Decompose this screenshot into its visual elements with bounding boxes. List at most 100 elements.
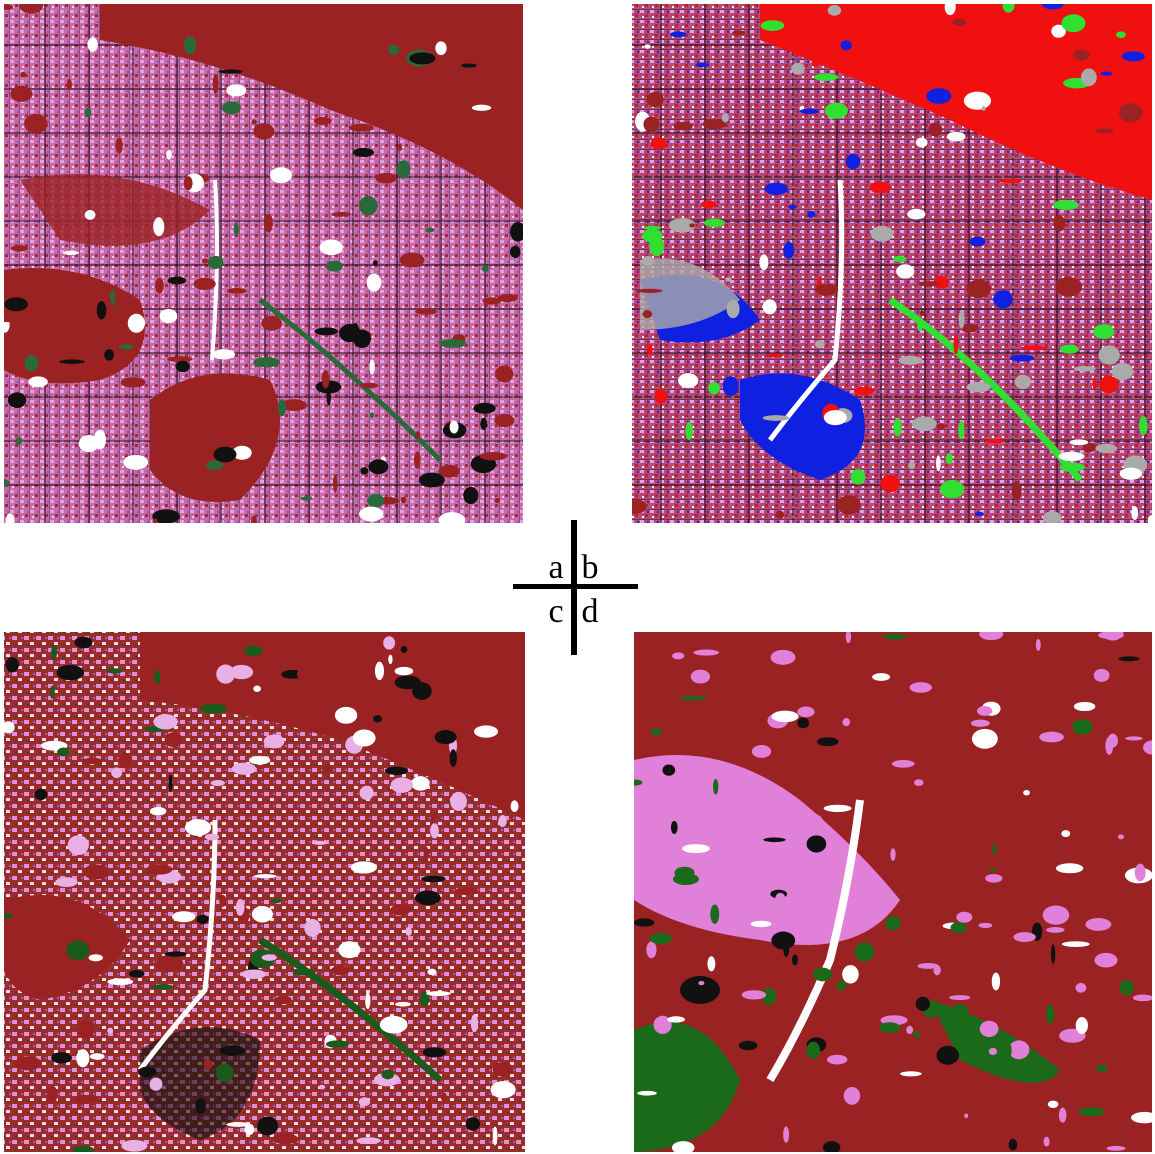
blob <box>232 763 256 775</box>
blob <box>15 437 22 445</box>
blob <box>651 728 662 735</box>
blob <box>471 1014 478 1032</box>
blob <box>409 52 435 64</box>
blob <box>654 389 667 404</box>
blob <box>643 226 661 230</box>
blob <box>846 154 861 169</box>
blob <box>439 339 466 348</box>
blob <box>395 675 422 689</box>
blob <box>381 1070 393 1080</box>
blob <box>107 668 123 673</box>
blob <box>335 707 357 724</box>
blob <box>1094 953 1117 968</box>
blob <box>698 981 704 985</box>
blob <box>783 1126 789 1143</box>
blob <box>1060 463 1085 472</box>
blob <box>1131 506 1138 520</box>
blob <box>946 453 953 464</box>
blob <box>119 344 133 349</box>
blob <box>236 899 245 916</box>
blob <box>89 954 103 961</box>
blob <box>461 64 477 68</box>
blob <box>63 251 79 255</box>
blob <box>644 44 650 48</box>
blob <box>212 349 235 359</box>
blob <box>153 518 158 524</box>
blob <box>1036 639 1041 651</box>
blob <box>765 183 788 195</box>
blob <box>200 704 227 714</box>
blob <box>73 1146 94 1154</box>
blob <box>964 92 991 110</box>
blob <box>241 970 266 979</box>
blob <box>1112 363 1134 380</box>
blob <box>646 941 656 958</box>
blob <box>439 465 460 478</box>
blob <box>966 382 990 392</box>
blob <box>253 357 280 367</box>
blob <box>375 173 396 184</box>
blob <box>195 1098 206 1114</box>
blob <box>50 686 55 699</box>
blob <box>1108 734 1118 748</box>
blob <box>890 848 895 861</box>
blob <box>213 447 236 463</box>
blob <box>1051 944 1055 964</box>
blob <box>48 902 67 908</box>
blob <box>846 630 851 643</box>
blob <box>421 876 445 882</box>
blob <box>947 132 966 142</box>
blob <box>253 123 274 139</box>
blob <box>227 288 247 294</box>
blob <box>104 349 114 360</box>
blob <box>120 377 145 387</box>
blob <box>398 143 402 151</box>
blob <box>400 253 425 268</box>
blob <box>1009 1040 1030 1059</box>
blob <box>916 138 928 148</box>
blob <box>906 1026 913 1034</box>
blob <box>219 69 243 73</box>
blob <box>327 388 331 405</box>
blob <box>674 867 694 879</box>
blob <box>1119 103 1143 122</box>
blob <box>1074 366 1096 372</box>
panel-label: a <box>548 549 563 586</box>
blob <box>634 918 655 926</box>
blob <box>352 323 360 342</box>
blob <box>647 344 653 355</box>
blob <box>815 284 838 296</box>
blob <box>90 1053 105 1060</box>
blob <box>249 756 270 764</box>
blob <box>94 430 106 450</box>
blob <box>216 1063 234 1082</box>
blob <box>936 455 941 471</box>
blob <box>670 31 686 37</box>
blob <box>1093 377 1097 389</box>
blob <box>427 969 436 975</box>
blob <box>466 1117 480 1131</box>
blob <box>775 511 784 519</box>
blob <box>297 669 306 680</box>
blob <box>314 117 332 125</box>
blob <box>951 1004 968 1017</box>
blob <box>637 1091 657 1096</box>
blob <box>893 256 906 262</box>
blob <box>261 316 282 331</box>
blob <box>320 240 343 256</box>
blob <box>322 765 332 773</box>
blob <box>360 467 368 474</box>
blob <box>160 309 178 323</box>
blob <box>385 767 408 775</box>
blob <box>797 707 814 718</box>
blob <box>767 353 782 357</box>
blob <box>870 182 891 194</box>
blob <box>129 970 145 977</box>
blob <box>1061 830 1070 837</box>
blob <box>325 72 340 85</box>
blob <box>807 835 827 852</box>
blob <box>993 290 1013 308</box>
blob <box>1061 14 1085 32</box>
blob <box>441 1092 447 1101</box>
blob <box>898 356 922 365</box>
